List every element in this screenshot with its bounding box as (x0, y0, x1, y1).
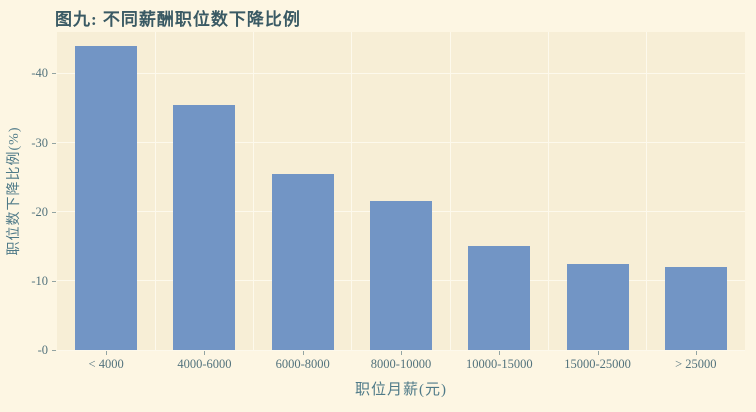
y-axis-tick-label: -0 (37, 343, 48, 357)
y-axis-tick-label: -40 (31, 66, 48, 81)
x-axis-tick-label: < 4000 (88, 357, 124, 371)
bar (664, 267, 727, 350)
x-axis-tick-label: 4000-6000 (177, 357, 232, 371)
x-axis-tick-label: > 25000 (675, 357, 717, 371)
x-axis-tick-label: 15000-25000 (564, 357, 631, 371)
plot-panel (57, 32, 745, 351)
x-tick-mark (499, 351, 501, 355)
y-axis-tick-label: -20 (31, 204, 48, 219)
y-tick-mark (52, 142, 56, 144)
y-axis-tick-label: -30 (31, 135, 48, 150)
bar (173, 104, 236, 350)
bar (566, 263, 629, 350)
x-axis-tick-label: 6000-8000 (275, 357, 330, 371)
y-tick-mark (52, 280, 56, 282)
gridline-vertical (351, 32, 353, 350)
x-tick-mark (597, 351, 599, 355)
x-axis-title: 职位月薪(元) (355, 382, 447, 398)
gridline-vertical (253, 32, 255, 350)
x-axis-tick-label: 10000-15000 (465, 357, 533, 371)
bar (75, 45, 138, 350)
gridline-vertical (646, 32, 648, 350)
gridline-horizontal (57, 142, 745, 144)
y-tick-mark (52, 350, 56, 351)
gridline-vertical (154, 32, 156, 350)
x-tick-mark (695, 351, 697, 355)
gridline-horizontal (57, 72, 745, 74)
y-tick-mark (52, 73, 56, 75)
bar (468, 246, 531, 350)
x-tick-mark (204, 351, 206, 355)
x-tick-mark (401, 351, 402, 355)
x-tick-mark (302, 351, 304, 355)
gridline-vertical (449, 32, 451, 350)
bar (271, 173, 334, 350)
chart-title: 图九: 不同薪酬职位数下降比例 (55, 10, 301, 29)
gridline-vertical (547, 32, 549, 350)
x-tick-mark (106, 351, 108, 355)
x-axis-tick-label: 8000-10000 (370, 357, 432, 371)
y-tick-mark (52, 211, 56, 213)
y-axis-tick-label: -10 (31, 273, 48, 288)
bar (370, 201, 432, 350)
gridline-horizontal (57, 349, 745, 351)
